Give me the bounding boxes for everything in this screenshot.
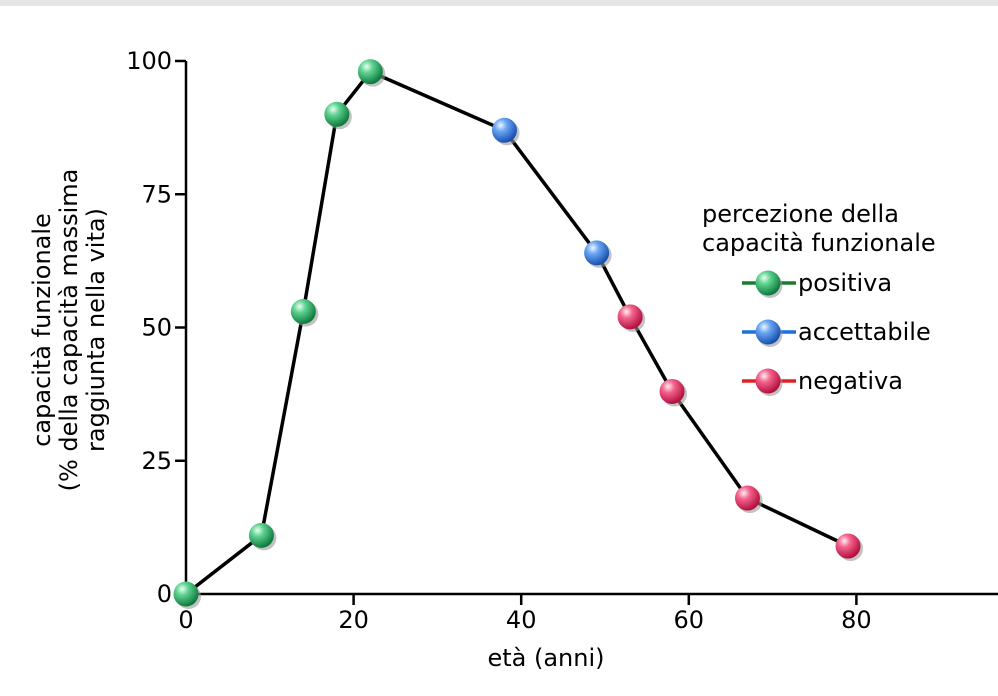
x-tick-label: 20 [338, 606, 369, 634]
data-points [173, 59, 864, 609]
y-tick-label: 25 [141, 447, 172, 475]
x-tick-label: 40 [506, 606, 537, 634]
top-strip [0, 0, 998, 6]
data-point-positiva [173, 581, 201, 609]
data-point-accettabile [584, 240, 612, 268]
data-point-positiva [290, 299, 319, 327]
data-point-marker [617, 304, 643, 330]
y-tick-label: 50 [141, 314, 172, 342]
y-tick-label: 75 [141, 180, 172, 208]
legend-title-line-1: percezione della [702, 200, 899, 228]
data-point-negativa [734, 485, 763, 514]
data-point-positiva [248, 522, 277, 551]
data-point-marker [290, 299, 316, 325]
x-tick-label: 80 [841, 606, 872, 634]
data-point-marker [584, 240, 610, 266]
y-tick-label: 100 [126, 47, 172, 75]
legend-label: positiva [798, 269, 892, 297]
legend-marker [755, 319, 781, 345]
legend-marker [755, 270, 781, 296]
data-point-marker [835, 533, 861, 559]
legend-entry-negativa: negativa [742, 367, 903, 396]
data-point-positiva [357, 59, 386, 87]
legend-title-line-2: capacità funzionale [702, 229, 936, 257]
data-point-marker [491, 117, 517, 143]
data-point-negativa [617, 304, 646, 332]
data-point-marker [248, 522, 274, 548]
y-axis-title-line-3: raggiunta nella vita) [82, 208, 110, 452]
legend-entries: positiva accettabile negativa [742, 269, 931, 396]
data-point-marker [173, 581, 199, 607]
x-tick-label: 60 [674, 606, 705, 634]
data-point-marker [734, 485, 760, 511]
y-axis-title: capacità funzionale (% della capacità ma… [28, 169, 110, 492]
legend-marker [755, 368, 781, 394]
y-axis-title-line-1: capacità funzionale [28, 213, 56, 447]
data-point-marker [357, 59, 383, 85]
y-axis-ticks: 0 25 50 75 100 [126, 47, 186, 608]
data-point-negativa [659, 378, 688, 407]
y-axis-title-line-2: (% della capacità massima [55, 169, 83, 492]
data-point-positiva [324, 101, 352, 130]
legend-entry-positiva: positiva [742, 269, 892, 298]
data-point-negativa [835, 533, 864, 562]
x-tick-label: 0 [178, 606, 193, 634]
legend-label: negativa [798, 367, 903, 395]
data-point-marker [324, 101, 350, 127]
y-tick-label: 0 [157, 580, 172, 608]
legend: percezione della capacità funzionale pos… [702, 200, 936, 396]
x-axis-ticks: 0 20 40 60 80 [178, 594, 872, 634]
data-point-marker [659, 378, 685, 404]
legend-label: accettabile [798, 318, 931, 346]
data-point-accettabile [491, 117, 520, 146]
x-axis-title: età (anni) [487, 644, 604, 672]
legend-entry-accettabile: accettabile [742, 318, 931, 347]
